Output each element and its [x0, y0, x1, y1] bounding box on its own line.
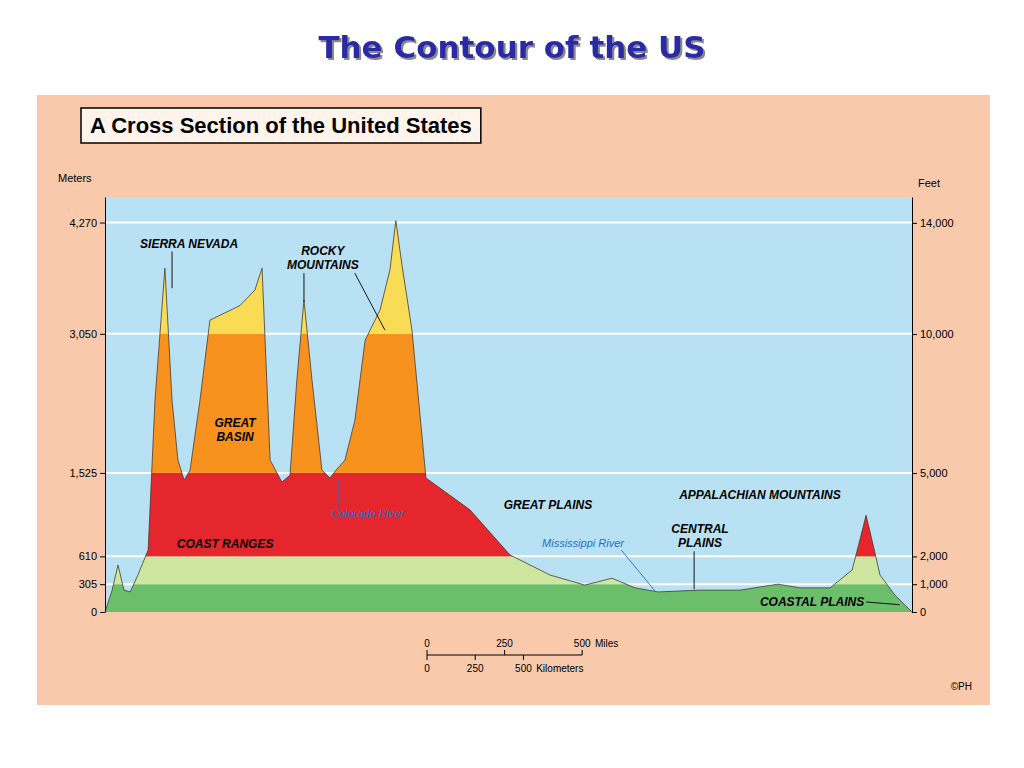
river-label: Mississippi River: [542, 537, 625, 549]
tick-mark: [100, 473, 105, 474]
tick: 610: [79, 550, 105, 562]
scale-bar: 0 250 500 Miles 0 250 500 Kilometers: [424, 638, 618, 674]
leader-line: [303, 273, 304, 302]
y2-axis: 0 1,000 2,000 5,000 10,000 14,000: [912, 198, 954, 619]
tick-label: 0: [91, 606, 97, 618]
scale-tick: [504, 650, 505, 655]
scale-label: 0: [424, 638, 430, 649]
tick-mark: [100, 584, 105, 585]
tick-label: 5,000: [920, 467, 948, 479]
region-label: CENTRALPLAINS: [671, 522, 728, 550]
tick-label: 0: [920, 606, 926, 618]
scale-tick: [427, 650, 428, 655]
elevation-band: [105, 334, 912, 473]
tick: 1,000: [912, 578, 948, 590]
tick-label: 14,000: [920, 217, 954, 229]
tick-label: 3,050: [69, 328, 97, 340]
tick-label: 10,000: [920, 328, 954, 340]
panel: [37, 95, 990, 705]
scale-label: 250: [496, 638, 513, 649]
tick-mark: [100, 334, 105, 335]
river-label: Colorado River: [331, 507, 406, 519]
tick-label: 610: [79, 550, 97, 562]
scale-label: 500: [515, 663, 532, 674]
scale-tick: [523, 655, 524, 660]
tick-mark: [912, 334, 917, 335]
title-box: [81, 108, 481, 143]
tick-mark: [912, 556, 917, 557]
scale-tick: [427, 655, 428, 660]
tick: 0: [912, 606, 926, 618]
tick-mark: [912, 612, 917, 613]
elevation-band: [105, 197, 912, 334]
profile-line: [105, 221, 912, 612]
region-label: GREAT PLAINS: [504, 498, 592, 512]
slide-title: The Contour of the US: [318, 29, 705, 65]
scale-label: 0: [424, 663, 430, 674]
tick-label: 305: [79, 578, 97, 590]
tick: 14,000: [912, 217, 954, 229]
leader-line: [866, 602, 899, 605]
y2-axis-title: Feet: [918, 177, 940, 189]
tick-mark: [912, 223, 917, 224]
region-label: GREATBASIN: [214, 416, 257, 444]
elevation-band: [105, 556, 912, 584]
scale-unit: Kilometers: [536, 663, 583, 674]
tick: 1,525: [69, 467, 105, 479]
scale-unit: Miles: [595, 638, 618, 649]
grid-line: [105, 222, 912, 224]
region-label: COAST RANGES: [177, 537, 274, 551]
plot-background: [105, 197, 912, 612]
scale-tick: [582, 650, 583, 655]
region-label: APPALACHIAN MOUNTAINS: [678, 488, 841, 502]
leader-line: [621, 550, 655, 591]
axis-line: [912, 198, 913, 613]
tick-label: 1,525: [69, 467, 97, 479]
tick-mark: [100, 556, 105, 557]
tick-label: 1,000: [920, 578, 948, 590]
scale-tick: [475, 655, 476, 660]
tick: 0: [91, 606, 105, 618]
chart-title: A Cross Section of the United States: [90, 113, 472, 138]
elevation-band: [105, 584, 912, 612]
leader-line: [355, 273, 385, 330]
tick-label: 4,270: [69, 217, 97, 229]
tick-mark: [100, 223, 105, 224]
region-label: ROCKYMOUNTAINS: [287, 244, 359, 272]
scale-label: 500: [574, 638, 591, 649]
scale-label: 250: [467, 663, 484, 674]
y-axis: 0 305 610 1,525 3,050 4,270: [69, 198, 105, 619]
axis-line: [105, 198, 106, 613]
tick: 4,270: [69, 217, 105, 229]
tick-mark: [100, 612, 105, 613]
annotations: SIERRA NEVADA ROCKYMOUNTAINS GREATBASIN Col…: [140, 237, 899, 609]
credit: ©PH: [951, 681, 972, 692]
tick: 10,000: [912, 328, 954, 340]
elevation-bands: [105, 197, 912, 612]
region-label: COASTAL PLAINS: [760, 595, 864, 609]
tick: 5,000: [912, 467, 948, 479]
y-axis-title: Meters: [58, 172, 92, 184]
leader-line: [694, 551, 695, 589]
leader-line: [172, 252, 173, 289]
chart: The Contour of the US A Cross Section of …: [0, 0, 1024, 768]
leader-line: [338, 480, 339, 506]
plot-area: [105, 197, 912, 612]
tick: 3,050: [69, 328, 105, 340]
tick-mark: [912, 473, 917, 474]
elevation-band: [105, 473, 912, 556]
tick: 305: [79, 578, 105, 590]
region-label: SIERRA NEVADA: [140, 237, 238, 251]
tick-label: 2,000: [920, 550, 948, 562]
tick: 2,000: [912, 550, 948, 562]
tick-mark: [912, 584, 917, 585]
